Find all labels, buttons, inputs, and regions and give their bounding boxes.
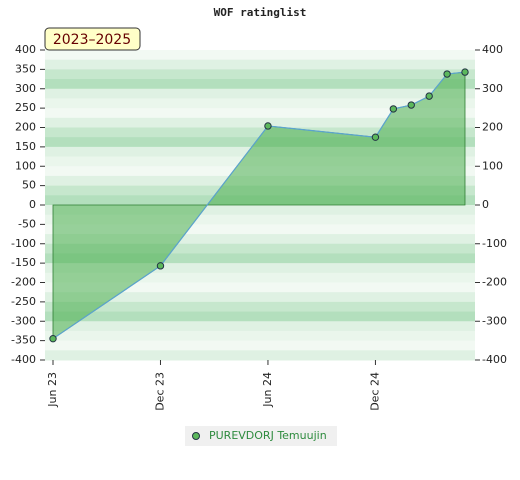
stripe bbox=[45, 79, 475, 90]
y-tick-label: -200 bbox=[11, 276, 36, 289]
stripe bbox=[45, 127, 475, 138]
stripe bbox=[45, 301, 475, 313]
y2-tick-label: 100 bbox=[482, 159, 503, 172]
stripe bbox=[45, 282, 475, 293]
y2-tick-label: -400 bbox=[482, 353, 507, 366]
y-tick-label: -350 bbox=[11, 334, 36, 347]
plot bbox=[49, 68, 469, 343]
y2-tick-label: 400 bbox=[482, 43, 503, 56]
chart-title: WOF ratinglist bbox=[214, 6, 307, 19]
stripe bbox=[45, 311, 475, 322]
y2-tick-label: -300 bbox=[482, 314, 507, 327]
x-tick-label: Jun 23 bbox=[46, 372, 59, 408]
legend-marker bbox=[192, 432, 200, 440]
stripe bbox=[45, 340, 475, 351]
point bbox=[425, 92, 433, 100]
stripe bbox=[45, 50, 475, 61]
y2-tick-label: 300 bbox=[482, 82, 503, 95]
point bbox=[371, 133, 380, 141]
point bbox=[389, 105, 398, 113]
point bbox=[461, 68, 469, 76]
stripe bbox=[45, 88, 475, 99]
stripe bbox=[45, 321, 475, 332]
legend-box bbox=[185, 426, 337, 446]
y2-tick-label: -200 bbox=[482, 276, 507, 289]
stripe bbox=[45, 117, 475, 128]
stripe bbox=[45, 272, 475, 283]
stripe bbox=[45, 350, 475, 361]
stripe bbox=[45, 330, 475, 342]
y2-tick-label: -100 bbox=[482, 237, 507, 250]
x-tick-label: Dec 24 bbox=[368, 372, 381, 411]
y-tick-label: -50 bbox=[18, 217, 36, 230]
y-tick-label: 250 bbox=[15, 101, 36, 114]
badge: 2023–2025 bbox=[53, 32, 131, 48]
stripe bbox=[45, 214, 475, 225]
stripe bbox=[45, 108, 475, 119]
stripe bbox=[45, 69, 475, 80]
y-tick-label: -150 bbox=[11, 256, 36, 269]
y-tick-label: 200 bbox=[15, 121, 36, 134]
stripe bbox=[45, 224, 475, 235]
stripe bbox=[45, 98, 475, 109]
point bbox=[156, 262, 165, 270]
y-tick-label: -400 bbox=[11, 353, 36, 366]
stripe bbox=[45, 253, 475, 264]
y-tick-label: 150 bbox=[15, 140, 36, 153]
stripe bbox=[45, 243, 475, 254]
y-tick-label: 100 bbox=[15, 159, 36, 172]
y-tick-label: -300 bbox=[11, 314, 36, 327]
stripe bbox=[45, 292, 475, 303]
y-tick-label: 50 bbox=[22, 179, 36, 192]
stripe bbox=[45, 59, 475, 70]
badge-box bbox=[44, 27, 141, 51]
legend-label: PUREVDORJ Temuujin bbox=[209, 429, 327, 442]
y-tick-label: 0 bbox=[29, 198, 36, 211]
stripe bbox=[45, 234, 475, 245]
y-tick-label: 300 bbox=[15, 82, 36, 95]
stripe bbox=[45, 263, 475, 274]
y-tick-label: 350 bbox=[15, 62, 36, 75]
y2-tick-label: 200 bbox=[482, 121, 503, 134]
y2-tick-label: 0 bbox=[482, 198, 489, 211]
x-tick-label: Jun 24 bbox=[261, 372, 274, 408]
y-tick-label: -100 bbox=[11, 237, 36, 250]
point bbox=[264, 122, 272, 130]
stripe bbox=[45, 205, 475, 216]
y-tick-label: 400 bbox=[15, 43, 36, 56]
point bbox=[443, 70, 451, 78]
x-tick-label: Dec 23 bbox=[153, 372, 166, 411]
point bbox=[49, 334, 57, 343]
point bbox=[407, 101, 415, 109]
y-tick-label: -250 bbox=[11, 295, 36, 308]
